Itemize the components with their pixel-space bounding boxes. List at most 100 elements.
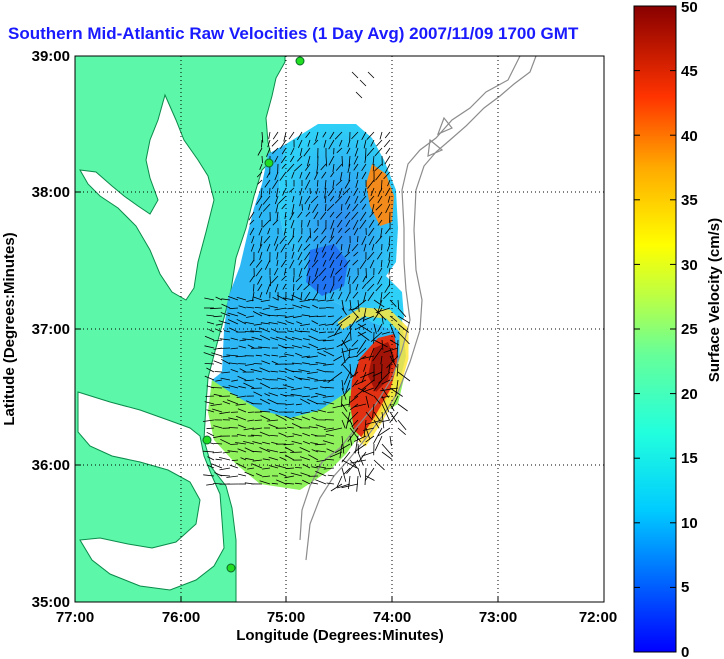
velocity-vector	[228, 385, 239, 389]
velocity-vector	[340, 243, 343, 251]
velocity-vector	[362, 355, 375, 359]
velocity-vector	[330, 483, 343, 492]
velocity-vector	[227, 450, 239, 453]
velocity-vector	[287, 426, 295, 429]
velocity-vector	[372, 403, 375, 419]
x-tick-label: 75:00	[267, 609, 305, 626]
velocity-vector	[237, 375, 247, 381]
velocity-vector	[221, 303, 231, 309]
velocity-vector	[380, 259, 383, 268]
velocity-vector	[312, 304, 319, 309]
velocity-vector	[297, 243, 303, 252]
velocity-vector	[351, 211, 359, 220]
velocity-vector	[222, 451, 231, 454]
velocity-vector	[267, 398, 279, 405]
velocity-dark-core	[368, 342, 394, 392]
velocity-vector	[341, 307, 347, 316]
velocity-vector	[329, 451, 343, 458]
velocity-vector	[238, 345, 247, 349]
velocity-vector	[396, 363, 399, 377]
velocity-vector	[235, 442, 247, 445]
bathymetry-contours	[299, 56, 537, 561]
velocity-vector	[274, 243, 279, 251]
velocity-vector	[337, 483, 351, 489]
velocity-vector	[352, 275, 359, 284]
velocity-vector	[322, 251, 327, 258]
velocity-vector	[279, 171, 287, 181]
velocity-vector	[259, 410, 271, 413]
velocity-vector	[349, 371, 359, 379]
velocity-vector	[249, 259, 255, 266]
velocity-vector	[289, 211, 295, 221]
velocity-vector	[282, 283, 287, 290]
velocity-vector	[229, 307, 239, 310]
velocity-vector	[363, 419, 367, 437]
velocity-vector	[383, 139, 391, 148]
velocity-vector	[328, 139, 335, 150]
velocity-vector	[304, 291, 311, 301]
velocity-vector	[378, 267, 383, 275]
velocity-vector	[258, 203, 263, 211]
velocity-vector	[316, 179, 319, 187]
velocity-vector	[211, 352, 223, 357]
velocity-vector	[268, 465, 279, 469]
velocity-vector	[359, 259, 367, 270]
velocity-vector	[373, 379, 383, 392]
velocity-vector	[365, 411, 373, 421]
velocity-vector	[365, 395, 370, 408]
map-title: Southern Mid-Atlantic Raw Velocities (1 …	[8, 24, 579, 43]
velocity-vector	[349, 395, 359, 404]
velocity-vector	[260, 322, 271, 325]
velocity-vector	[341, 203, 343, 211]
velocity-vector	[343, 467, 351, 475]
velocity-vector	[341, 459, 357, 469]
velocity-vector	[327, 474, 335, 477]
velocity-vector	[235, 355, 247, 358]
velocity-vector	[299, 187, 303, 196]
velocity-vector	[316, 315, 327, 317]
velocity-vector	[339, 259, 343, 266]
velocity-vector	[357, 355, 367, 362]
velocity-vector	[212, 451, 223, 454]
velocity-vector	[271, 441, 279, 445]
velocity-vector	[275, 464, 287, 469]
velocity-vector	[297, 251, 303, 261]
velocity-vector	[316, 163, 319, 174]
velocity-vector	[361, 235, 367, 246]
y-axis-label: Latitude (Degrees:Minutes)	[1, 232, 18, 425]
velocity-vector	[303, 283, 311, 291]
velocity-vector	[363, 243, 367, 252]
velocity-vector	[260, 187, 263, 198]
velocity-vector	[309, 363, 319, 366]
velocity-vector	[283, 353, 295, 357]
velocity-vector	[284, 315, 295, 319]
velocity-vector	[302, 362, 311, 365]
colorbar-tick-label: 40	[681, 128, 698, 145]
velocity-vector	[317, 352, 327, 357]
velocity-vector	[239, 339, 247, 342]
velocity-vector	[342, 187, 351, 196]
velocity-vector	[252, 427, 263, 430]
velocity-vector	[328, 235, 335, 243]
velocity-vector	[368, 195, 375, 202]
velocity-vector	[312, 203, 319, 214]
velocity-vector	[330, 243, 335, 251]
velocity-vector	[279, 456, 287, 461]
velocity-vector	[242, 338, 255, 341]
velocity-vector	[228, 417, 239, 421]
velocity-vector	[259, 291, 263, 298]
velocity-vector	[397, 371, 411, 382]
velocity-vector	[323, 379, 335, 382]
velocity-vector	[292, 416, 303, 421]
velocity-vector	[322, 275, 327, 282]
velocity-vector	[377, 219, 383, 226]
velocity-vector	[348, 475, 351, 489]
velocity-vector	[338, 275, 343, 282]
velocity-vector	[303, 243, 311, 251]
velocity-vector	[276, 315, 287, 317]
velocity-vector	[290, 451, 303, 453]
velocity-vector	[292, 345, 303, 349]
velocity-vector	[326, 448, 335, 453]
velocity-vector	[306, 155, 311, 167]
velocity-vector	[261, 131, 264, 143]
